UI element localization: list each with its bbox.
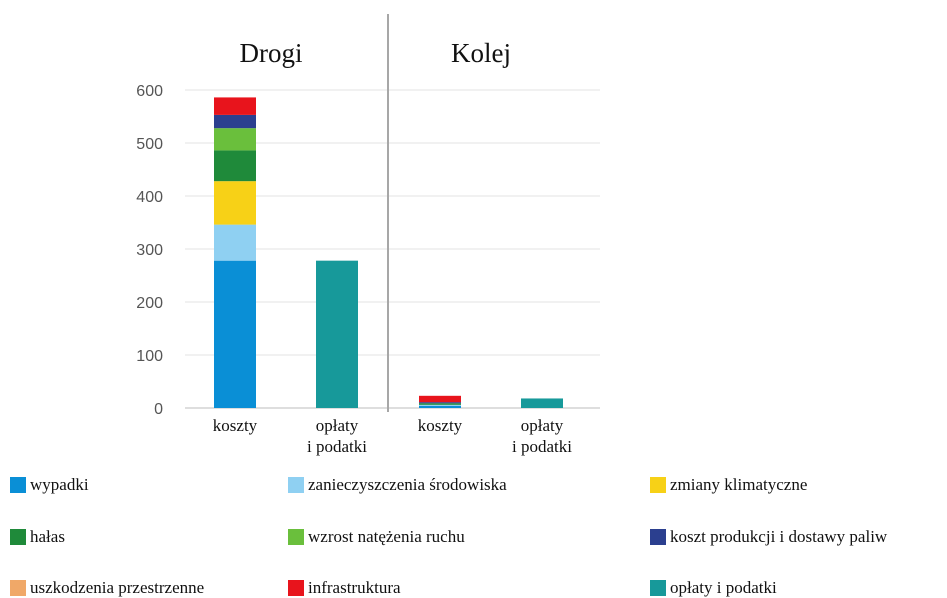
legend-item: koszt produkcji i dostawy paliw [650,527,887,547]
legend-swatch [288,477,304,493]
y-tick-label: 300 [136,242,163,259]
bar-segment [521,398,563,408]
legend-swatch [650,529,666,545]
bar-segment [214,114,256,129]
legend-swatch [10,529,26,545]
legend-swatch [10,580,26,596]
legend-item: zanieczyszczenia środowiska [288,475,507,495]
stacked-bar-chart: 0 100 200 300 400 500 600 koszty opłaty i podatk… [136,14,600,456]
legend-swatch [650,580,666,596]
legend-label: zanieczyszczenia środowiska [308,475,507,494]
bar-segment [214,260,256,408]
legend-label: wzrost natężenia ruchu [308,527,465,546]
x-tick-label: opłaty [521,416,564,435]
legend-swatch [650,477,666,493]
legend-swatch [288,529,304,545]
legend-label: opłaty i podatki [670,578,777,597]
legend-label: hałas [30,527,65,546]
bar-segment [419,395,461,403]
y-tick-label: 400 [136,189,163,206]
legend-item: wypadki [10,475,89,495]
bar-segment [214,150,256,182]
x-tick-label: koszty [418,416,463,435]
bar-segment [419,404,461,406]
panel-title: Kolej [451,38,511,68]
legend-label: infrastruktura [308,578,401,597]
y-tick-label: 0 [154,401,163,418]
legend-item: wzrost natężenia ruchu [288,527,465,547]
x-tick-label: i podatki [512,437,572,456]
x-tick-label: i podatki [307,437,367,456]
x-tick-label: opłaty [316,416,359,435]
legend: wypadki zanieczyszczenia środowiska zmiany… [0,466,947,598]
bar-segment [419,405,461,408]
legend-label: zmiany klimatyczne [670,475,808,494]
legend-item: uszkodzenia przestrzenne [10,578,204,598]
bar-segment [214,97,256,115]
bar-segment [419,403,461,405]
legend-item: zmiany klimatyczne [650,475,807,495]
legend-label: wypadki [30,475,89,494]
y-tick-labels: 0 100 200 300 400 500 600 [136,83,163,418]
y-tick-label: 500 [136,136,163,153]
legend-item: hałas [10,527,65,547]
panel-title: Drogi [240,38,303,68]
bar-segment [316,260,358,408]
legend-label: uszkodzenia przestrzenne [30,578,205,597]
bar-segment [214,128,256,151]
legend-label: koszt produkcji i dostawy paliw [670,527,888,546]
legend-item: infrastruktura [288,578,401,598]
y-tick-label: 600 [136,83,163,100]
legend-swatch [288,580,304,596]
x-tick-labels: koszty opłaty i podatki koszty opłaty i podat… [213,416,572,456]
bar-segment [419,402,461,404]
x-tick-label: koszty [213,416,258,435]
y-tick-label: 100 [136,348,163,365]
bar-segment [214,224,256,261]
legend-swatch [10,477,26,493]
y-tick-label: 200 [136,295,163,312]
bar-stacks [214,97,563,408]
panel-titles: Drogi Kolej [240,38,512,68]
legend-item: opłaty i podatki [650,578,777,598]
bar-segment [214,181,256,225]
